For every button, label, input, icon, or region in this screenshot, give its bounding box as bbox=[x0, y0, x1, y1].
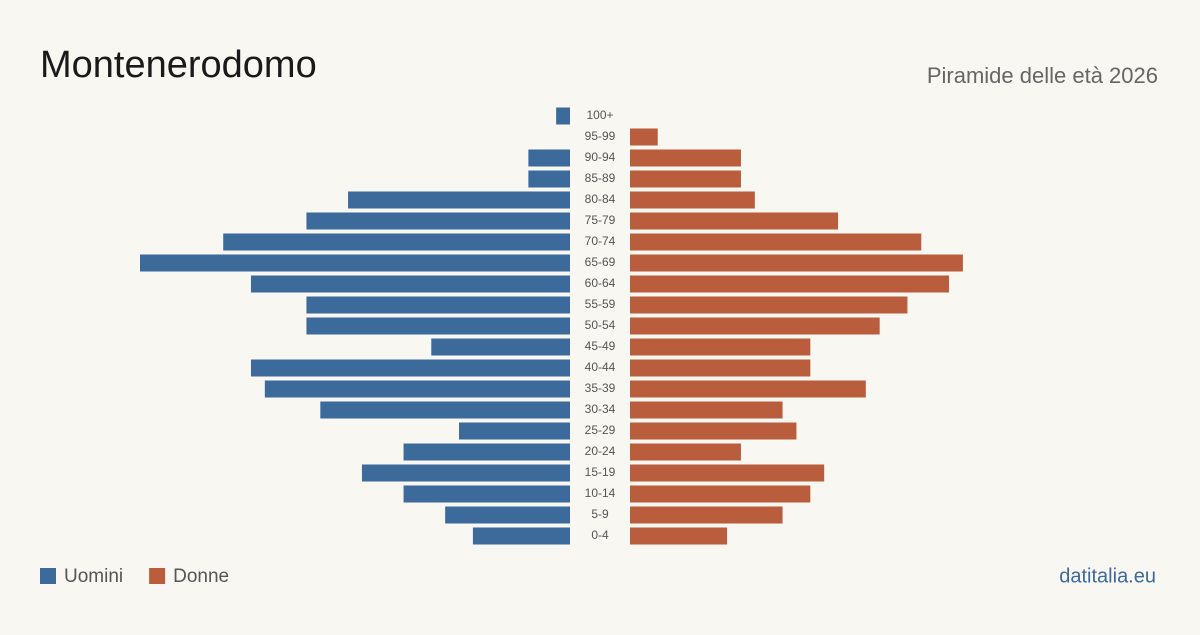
age-label: 35-39 bbox=[585, 381, 616, 395]
bar bbox=[630, 464, 825, 482]
bar bbox=[630, 149, 741, 167]
age-label: 10-14 bbox=[585, 486, 616, 500]
bar bbox=[630, 212, 839, 230]
legend-swatch bbox=[40, 568, 56, 584]
bar bbox=[223, 233, 570, 251]
chart-title: Montenerodomo bbox=[40, 44, 317, 86]
bar bbox=[630, 233, 922, 251]
bar bbox=[250, 359, 570, 377]
bar bbox=[250, 275, 570, 293]
bar bbox=[306, 296, 570, 314]
age-label: 20-24 bbox=[585, 444, 616, 458]
age-label: 95-99 bbox=[585, 129, 616, 143]
age-label: 0-4 bbox=[591, 528, 609, 542]
age-label: 55-59 bbox=[585, 297, 616, 311]
bar bbox=[320, 401, 570, 419]
bar bbox=[630, 359, 811, 377]
bar bbox=[630, 275, 950, 293]
bar bbox=[630, 401, 783, 419]
bar bbox=[630, 317, 880, 335]
age-label: 90-94 bbox=[585, 150, 616, 164]
source: datitalia.eu bbox=[1059, 565, 1156, 587]
bar bbox=[403, 485, 570, 503]
bar bbox=[630, 443, 741, 461]
bar bbox=[630, 485, 811, 503]
bar bbox=[348, 191, 570, 209]
bar bbox=[306, 317, 570, 335]
bar bbox=[630, 296, 908, 314]
bar bbox=[630, 254, 963, 272]
legend-swatch bbox=[149, 568, 166, 584]
bar bbox=[140, 254, 570, 272]
age-label: 60-64 bbox=[585, 276, 616, 290]
bar bbox=[306, 212, 570, 230]
bar bbox=[403, 443, 570, 461]
age-label: 50-54 bbox=[585, 318, 616, 332]
bar bbox=[630, 338, 811, 356]
bar bbox=[630, 527, 728, 545]
bar bbox=[459, 422, 570, 440]
age-label: 40-44 bbox=[585, 360, 616, 374]
age-label: 100+ bbox=[586, 108, 613, 122]
bar bbox=[528, 149, 570, 167]
age-label: 70-74 bbox=[585, 234, 616, 248]
bar bbox=[556, 107, 570, 125]
age-label: 65-69 bbox=[585, 255, 616, 269]
age-label: 15-19 bbox=[585, 465, 616, 479]
bar bbox=[630, 191, 755, 209]
bar bbox=[528, 170, 570, 188]
bar bbox=[431, 338, 570, 356]
age-label: 80-84 bbox=[585, 192, 616, 206]
bar bbox=[630, 380, 866, 398]
legend-label: Donne bbox=[173, 566, 229, 587]
bar bbox=[630, 506, 783, 524]
bar bbox=[264, 380, 570, 398]
bar bbox=[472, 527, 570, 545]
age-label: 85-89 bbox=[585, 171, 616, 185]
chart-subtitle: Piramide delle età 2026 bbox=[927, 63, 1158, 88]
age-label: 30-34 bbox=[585, 402, 616, 416]
bar bbox=[630, 422, 797, 440]
legend-label: Uomini bbox=[64, 566, 123, 587]
age-label: 75-79 bbox=[585, 213, 616, 227]
age-label: 25-29 bbox=[585, 423, 616, 437]
bar bbox=[361, 464, 570, 482]
age-label: 5-9 bbox=[591, 507, 609, 521]
bar bbox=[445, 506, 570, 524]
age-label: 45-49 bbox=[585, 339, 616, 353]
bar bbox=[630, 128, 658, 146]
bar bbox=[630, 170, 741, 188]
